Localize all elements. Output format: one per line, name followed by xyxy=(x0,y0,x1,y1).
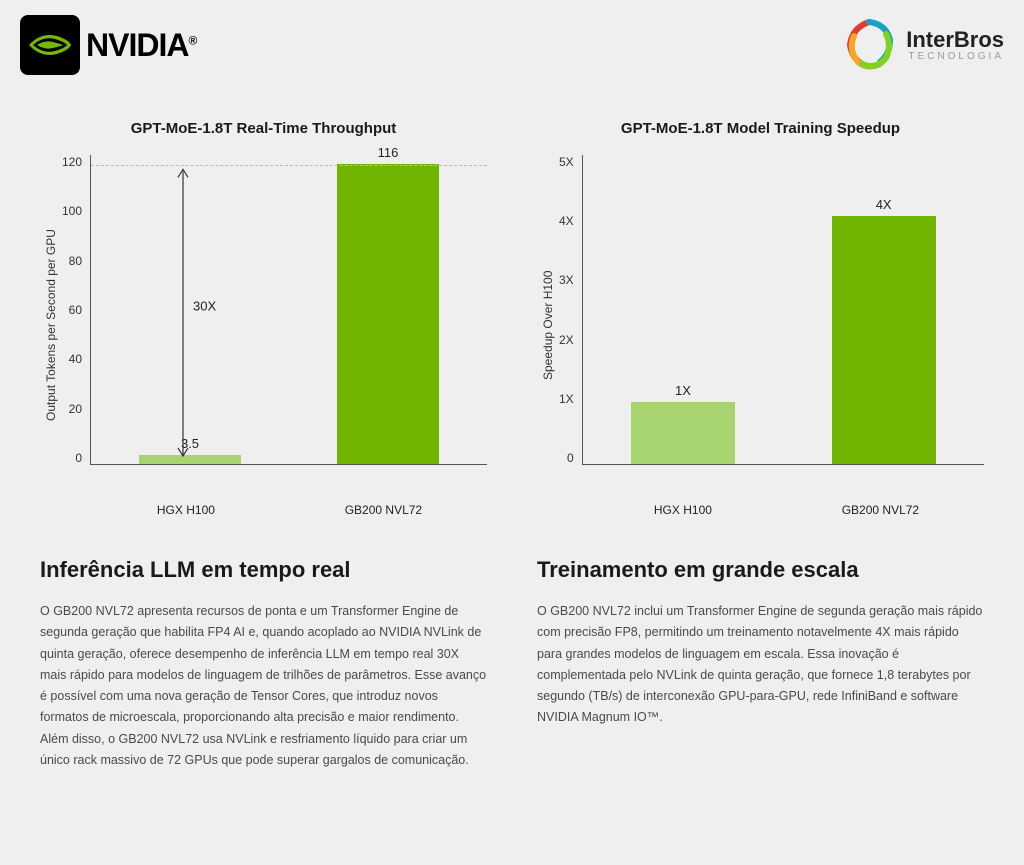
throughput-chart: GPT-MoE-1.8T Real-Time Throughput Output… xyxy=(40,120,487,517)
bar xyxy=(832,216,936,464)
interbros-sub: TECNOLOGIA xyxy=(906,51,1004,62)
y-tick: 1X xyxy=(559,392,574,406)
plot-area: 3.5116 30X xyxy=(90,155,487,465)
interbros-logo: InterBros TECNOLOGIA xyxy=(842,18,1004,72)
reference-line xyxy=(91,165,487,166)
bar xyxy=(337,164,440,464)
charts-row: GPT-MoE-1.8T Real-Time Throughput Output… xyxy=(0,80,1024,517)
inference-section: Inferência LLM em tempo real O GB200 NVL… xyxy=(40,557,487,771)
y-tick: 100 xyxy=(62,204,82,218)
y-tick: 120 xyxy=(62,155,82,169)
interbros-wordmark: InterBros xyxy=(906,29,1004,51)
y-axis-ticks: 120 100 80 60 40 20 0 xyxy=(62,155,90,465)
y-tick: 0 xyxy=(559,451,574,465)
x-tick: GB200 NVL72 xyxy=(345,503,422,517)
bar-value-label: 116 xyxy=(378,145,399,160)
x-tick: HGX H100 xyxy=(157,503,215,517)
chart-title: GPT-MoE-1.8T Model Training Speedup xyxy=(537,120,984,137)
nvidia-eye-icon xyxy=(20,15,80,75)
y-tick: 80 xyxy=(62,254,82,268)
bar-value-label: 4X xyxy=(876,197,892,212)
bar xyxy=(631,402,735,464)
nvidia-wordmark: NVIDIA® xyxy=(86,27,196,64)
y-axis-label: Output Tokens per Second per GPU xyxy=(40,155,62,495)
y-axis-label: Speedup Over H100 xyxy=(537,155,559,495)
text-row: Inferência LLM em tempo real O GB200 NVL… xyxy=(0,517,1024,771)
section-title: Inferência LLM em tempo real xyxy=(40,557,487,583)
x-axis-labels: HGX H100 GB200 NVL72 xyxy=(537,503,984,517)
header: NVIDIA® InterBros TECNOLOGIA xyxy=(0,0,1024,80)
x-axis-labels: HGX H100 GB200 NVL72 xyxy=(40,503,487,517)
y-tick: 60 xyxy=(62,303,82,317)
bar-gb200-nvl72: 4X xyxy=(803,197,964,464)
x-tick: GB200 NVL72 xyxy=(842,503,919,517)
section-title: Treinamento em grande escala xyxy=(537,557,984,583)
x-tick: HGX H100 xyxy=(654,503,712,517)
chart-title: GPT-MoE-1.8T Real-Time Throughput xyxy=(40,120,487,137)
y-tick: 3X xyxy=(559,273,574,287)
bar-value-label: 3.5 xyxy=(181,436,199,451)
speedup-chart: GPT-MoE-1.8T Model Training Speedup Spee… xyxy=(537,120,984,517)
section-body: O GB200 NVL72 apresenta recursos de pont… xyxy=(40,601,487,771)
nvidia-logo: NVIDIA® xyxy=(20,15,196,75)
y-tick: 5X xyxy=(559,155,574,169)
y-tick: 0 xyxy=(62,451,82,465)
y-tick: 20 xyxy=(62,402,82,416)
bar-hgx-h100: 1X xyxy=(603,383,764,464)
y-tick: 2X xyxy=(559,333,574,347)
bar-hgx-h100: 3.5 xyxy=(111,436,269,464)
bar-value-label: 1X xyxy=(675,383,691,398)
y-tick: 40 xyxy=(62,352,82,366)
interbros-swirl-icon xyxy=(842,18,896,72)
training-section: Treinamento em grande escala O GB200 NVL… xyxy=(537,557,984,771)
y-axis-ticks: 5X 4X 3X 2X 1X 0 xyxy=(559,155,582,465)
plot-area: 1X 4X xyxy=(582,155,984,465)
y-tick: 4X xyxy=(559,214,574,228)
bar-gb200-nvl72: 116 xyxy=(309,145,467,464)
section-body: O GB200 NVL72 inclui um Transformer Engi… xyxy=(537,601,984,729)
bar xyxy=(139,455,242,464)
